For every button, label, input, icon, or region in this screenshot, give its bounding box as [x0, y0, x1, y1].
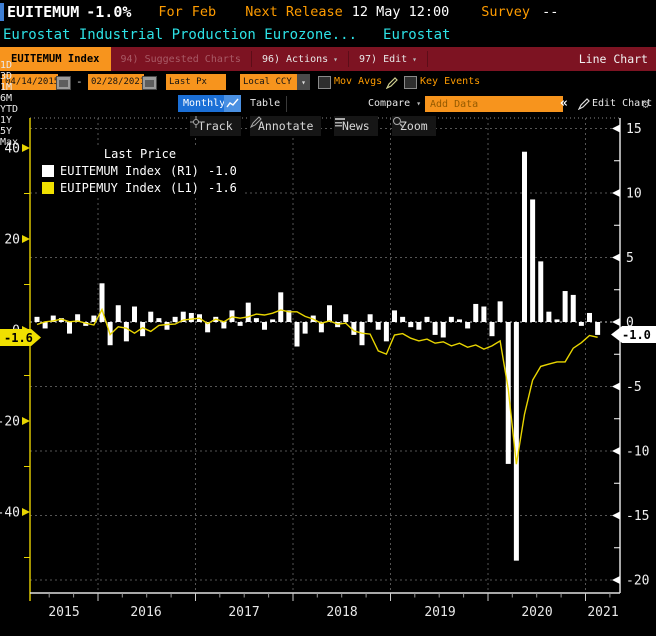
frequency-label: Monthly	[183, 98, 225, 109]
news-icon	[334, 116, 346, 128]
series-swatch-icon	[42, 165, 54, 177]
svg-text:2018: 2018	[326, 605, 357, 620]
survey-label: Survey	[481, 4, 530, 20]
svg-text:2020: 2020	[521, 605, 552, 620]
text-cursor	[0, 3, 4, 21]
period-tab-1d[interactable]: 1D	[0, 60, 18, 71]
svg-text:2017: 2017	[228, 605, 259, 620]
svg-text:2015: 2015	[48, 605, 79, 620]
security-name: Eurostat Industrial Production Eurozone.…	[3, 27, 357, 43]
svg-text:40: 40	[4, 142, 20, 157]
chevron-down-icon: ▾	[416, 99, 421, 108]
series-axis: (R1)	[170, 164, 202, 178]
line-chart-icon[interactable]	[224, 95, 241, 112]
function-ribbon: EUITEMUM Index 94) Suggested Charts 96) …	[0, 47, 656, 71]
security-source: Eurostat	[383, 27, 450, 43]
svg-text:2019: 2019	[424, 605, 455, 620]
period-tab-1m[interactable]: 1M	[0, 82, 18, 93]
series-name: EUIPEMUY Index	[60, 181, 166, 195]
series-value: -1.6	[208, 181, 237, 195]
chart-tool-zoom[interactable]: Zoom	[392, 116, 436, 136]
svg-text:-5: -5	[626, 380, 642, 395]
chevron-down-icon: ▾	[333, 55, 338, 64]
security-header: EUITEMUM -1.0% For Feb Next Release 12 M…	[0, 0, 656, 23]
compare-button[interactable]: Compare ▾	[368, 98, 421, 109]
chart-tool-news[interactable]: News	[334, 116, 378, 136]
svg-text:-40: -40	[0, 506, 20, 521]
svg-text:-10: -10	[626, 445, 649, 460]
mov-avgs-checkbox[interactable]	[318, 76, 331, 89]
period-tab-ytd[interactable]: YTD	[0, 104, 18, 115]
range-settings-bar: 04/14/2015 - 02/28/2021 Last Px Local CC…	[0, 71, 656, 93]
magnifier-icon	[392, 116, 404, 128]
svg-text:10: 10	[626, 187, 642, 202]
date-separator: -	[76, 75, 83, 88]
collapse-icon[interactable]: «	[560, 96, 568, 111]
chart-area[interactable]: 40200-20-40151050-5-10-15-20201520162017…	[0, 115, 656, 636]
svg-text:-20: -20	[626, 574, 649, 589]
series-value: -1.0	[208, 164, 237, 178]
currency-select[interactable]: Local CCY	[240, 74, 303, 90]
chart-tool-track[interactable]: Track	[190, 116, 241, 136]
svg-text:2021: 2021	[587, 605, 618, 620]
series-swatch-icon	[42, 182, 54, 194]
chart-legend: Last Price EUITEMUM Index (R1) -1.0 EUIP…	[38, 145, 242, 198]
svg-text:-20: -20	[0, 415, 20, 430]
survey-value: --	[542, 4, 558, 20]
suggested-charts-menu[interactable]: 94) Suggested Charts	[111, 51, 252, 67]
mov-avgs-label: Mov Avgs	[334, 76, 382, 87]
next-release-label: Next Release	[245, 4, 343, 20]
actions-label: 96) Actions	[262, 54, 328, 65]
edit-label: 97) Edit	[359, 54, 407, 65]
chart-tool-annotate[interactable]: Annotate	[250, 116, 321, 136]
table-button[interactable]: Table	[250, 98, 280, 109]
for-value: Feb	[192, 4, 216, 20]
crosshair-icon	[190, 116, 202, 128]
gear-icon[interactable]: ⚙	[642, 97, 649, 111]
pencil-icon[interactable]	[386, 77, 398, 89]
security-description: Eurostat Industrial Production Eurozone.…	[0, 23, 656, 47]
svg-text:5: 5	[626, 251, 634, 266]
add-data-input[interactable]: Add Data	[425, 96, 563, 112]
pencil-icon	[250, 116, 262, 128]
for-label: For	[158, 4, 182, 20]
price-type-field[interactable]: Last Px	[166, 74, 226, 90]
chevron-down-icon: ▾	[301, 78, 306, 87]
svg-text:20: 20	[4, 233, 20, 248]
date-to-field[interactable]: 02/28/2021	[88, 74, 144, 90]
divider	[286, 96, 287, 112]
calendar-icon[interactable]	[142, 76, 157, 90]
view-mode-label: Line Chart	[579, 52, 656, 66]
bloomberg-terminal-window: EUITEMUM -1.0% For Feb Next Release 12 M…	[0, 0, 656, 636]
actions-menu[interactable]: 96) Actions ▾	[252, 51, 349, 67]
pencil-icon[interactable]	[578, 98, 590, 110]
key-events-checkbox[interactable]	[404, 76, 417, 89]
period-tab-3d[interactable]: 3D	[0, 71, 18, 82]
currency-dropdown-button[interactable]: ▾	[297, 74, 310, 90]
series-axis: (L1)	[170, 181, 202, 195]
series-name: EUITEMUM Index	[60, 164, 166, 178]
svg-text:-15: -15	[626, 509, 649, 524]
period-tab-6m[interactable]: 6M	[0, 93, 18, 104]
compare-label: Compare	[368, 98, 410, 109]
legend-row[interactable]: EUIPEMUY Index (L1) -1.6	[42, 179, 238, 196]
security-ticker: EUITEMUM	[7, 3, 79, 21]
period-toolbar: 1D3D1M6MYTD1Y5YMax Monthly ▾ Table Compa…	[0, 93, 656, 115]
key-events-label: Key Events	[420, 76, 480, 87]
security-change: -1.0%	[86, 3, 131, 21]
chevron-down-icon: ▾	[412, 55, 417, 64]
next-release-value: 12 May 12:00	[352, 4, 450, 20]
edit-menu[interactable]: 97) Edit ▾	[349, 51, 428, 67]
legend-title: Last Price	[42, 147, 238, 161]
calendar-icon[interactable]	[56, 76, 71, 90]
svg-text:2016: 2016	[130, 605, 161, 620]
legend-row[interactable]: EUITEMUM Index (R1) -1.0	[42, 162, 238, 179]
svg-text:15: 15	[626, 122, 642, 137]
